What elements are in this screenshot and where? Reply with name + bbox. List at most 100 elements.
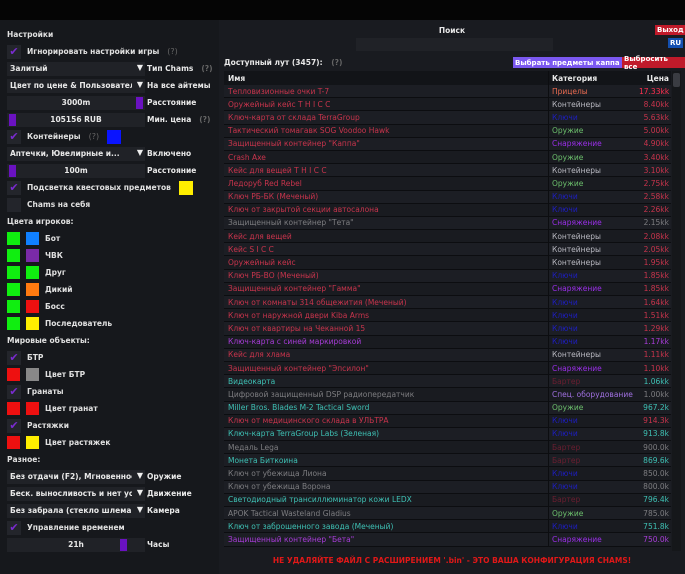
item-name[interactable]: Кейс для вещей bbox=[224, 230, 549, 243]
table-row[interactable]: Видеокарта Бартер 1.06kk bbox=[224, 375, 671, 389]
item-name[interactable]: Ключ от убежища Лиона bbox=[224, 467, 549, 480]
item-name[interactable]: Светодиодный трансиллюминатор кожи LEDX bbox=[224, 493, 549, 506]
table-row[interactable]: Ключ от заброшенного завода (Меченый) Клю… bbox=[224, 520, 671, 534]
item-name[interactable]: Ключ-карта с синей маркировкой bbox=[224, 335, 549, 348]
color-swatch[interactable] bbox=[7, 300, 20, 313]
color-swatch[interactable] bbox=[26, 249, 39, 262]
slider[interactable]: 3000m bbox=[7, 95, 145, 110]
table-row[interactable]: Медаль Lega Бартер 900.0k bbox=[224, 441, 671, 455]
item-name[interactable]: Кейс для хлама bbox=[224, 348, 549, 361]
help-icon[interactable]: (?) bbox=[167, 47, 178, 56]
item-name[interactable]: Видеокарта bbox=[224, 375, 549, 388]
dropdown[interactable]: Без забрала (стекло шлема) ▼ bbox=[7, 503, 145, 518]
drop-all-button[interactable]: Выбросить все bbox=[622, 55, 685, 71]
column-price[interactable]: Цена bbox=[646, 73, 669, 83]
item-name[interactable]: Ключ от квартиры на Чеканной 15 bbox=[224, 322, 549, 335]
table-row[interactable]: Ключ-карта с синей маркировкой Ключи 1.17k… bbox=[224, 335, 671, 349]
color-swatch[interactable] bbox=[26, 436, 39, 449]
table-row[interactable]: Ключ от закрытой секции автосалона Ключи 2… bbox=[224, 203, 671, 217]
search-input[interactable] bbox=[356, 38, 553, 51]
item-name[interactable]: Защищенный контейнер "Тета" bbox=[224, 216, 549, 230]
scrollbar[interactable] bbox=[672, 71, 681, 551]
table-row[interactable]: Светодиодный трансиллюминатор кожи LEDX Б… bbox=[224, 493, 671, 507]
slider-grab[interactable] bbox=[9, 113, 16, 126]
column-name[interactable]: Имя bbox=[224, 71, 549, 85]
item-name[interactable]: Кейс для вещей T H I C C bbox=[224, 164, 549, 177]
item-name[interactable]: Защищенный контейнер "Гамма" bbox=[224, 282, 549, 295]
color-swatch[interactable] bbox=[26, 368, 39, 381]
dropdown[interactable]: Аптечки, Ювелирные и... ▼ bbox=[7, 146, 145, 161]
item-name[interactable]: Ключ от закрытой секции автосалона bbox=[224, 203, 549, 216]
item-name[interactable]: APOK Tactical Wasteland Gladius bbox=[224, 507, 549, 520]
table-row[interactable]: Тактический томагавк SOG Voodoo Hawk Оруж… bbox=[224, 124, 671, 138]
table-row[interactable]: Защищенный контейнер "Каппа" Снаряжение 4.… bbox=[224, 137, 671, 151]
item-name[interactable]: Оружейный кейс bbox=[224, 256, 549, 269]
dropdown[interactable]: Беск. выносливость и нет уста ▼ bbox=[7, 486, 145, 501]
checkbox[interactable]: ✔ bbox=[7, 129, 21, 144]
table-row[interactable]: Miller Bros. Blades M-2 Tactical Sword Ор… bbox=[224, 401, 671, 415]
checkbox[interactable]: ✔ bbox=[7, 44, 21, 59]
color-swatch[interactable] bbox=[7, 317, 20, 330]
item-name[interactable]: Защищенный контейнер "Эпсилон" bbox=[224, 361, 549, 375]
select-kappa-button[interactable]: Выбрать предметы каппа bbox=[513, 57, 622, 68]
help-icon[interactable]: (?) bbox=[199, 115, 211, 124]
color-swatch[interactable] bbox=[7, 249, 20, 262]
slider[interactable]: 21h bbox=[7, 537, 145, 552]
item-name[interactable]: Crash Axe bbox=[224, 150, 549, 164]
table-row[interactable]: Защищенный контейнер "Эпсилон" Снаряжение… bbox=[224, 361, 671, 376]
language-button[interactable]: RU bbox=[668, 38, 684, 48]
item-name[interactable]: Ключ от наружной двери Kiba Arms bbox=[224, 309, 549, 322]
color-swatch[interactable] bbox=[26, 283, 39, 296]
table-row[interactable]: Ключ-карта от склада TerraGroup Ключи 5.63… bbox=[224, 111, 671, 125]
table-row[interactable]: Ключ от наружной двери Kiba Arms Ключи 1.5… bbox=[224, 309, 671, 323]
item-name[interactable]: Цифровой защищенный DSP радиопередатчик bbox=[224, 388, 549, 401]
table-row[interactable]: Защищенный контейнер "Гамма" Снаряжение 1.… bbox=[224, 282, 671, 296]
checkbox[interactable]: ✔ bbox=[7, 350, 21, 365]
table-row[interactable]: APOK Tactical Wasteland Gladius Оружие 785… bbox=[224, 507, 671, 521]
table-row[interactable]: Кейс для вещей Контейнеры 2.08kk bbox=[224, 230, 671, 244]
dropdown[interactable]: Без отдачи (F2), Мгновенное п ▼ bbox=[7, 469, 145, 484]
item-name[interactable]: Защищенный контейнер "Каппа" bbox=[224, 137, 549, 150]
slider-grab[interactable] bbox=[9, 164, 16, 177]
table-row[interactable]: Защищенный контейнер "Бета" Снаряжение 750… bbox=[224, 533, 671, 547]
table-row[interactable]: Ключ от убежища Ворона Ключи 800.0k bbox=[224, 480, 671, 494]
table-row[interactable]: Crash Axe Оружие 3.40kk bbox=[224, 150, 671, 165]
item-name[interactable]: Ключ-карта TerraGroup Labs (Зеленая) bbox=[224, 427, 549, 441]
item-name[interactable]: Медаль Lega bbox=[224, 441, 549, 454]
color-swatch[interactable] bbox=[7, 402, 20, 415]
color-swatch[interactable] bbox=[7, 232, 20, 245]
color-swatch[interactable] bbox=[7, 266, 20, 279]
item-name[interactable]: Ключ-карта от склада TerraGroup bbox=[224, 111, 549, 124]
item-name[interactable]: Оружейный кейс T H I C C bbox=[224, 98, 549, 111]
checkbox[interactable]: ✔ bbox=[7, 384, 21, 399]
checkbox[interactable]: ✔ bbox=[7, 520, 21, 535]
table-row[interactable]: Кейс S I C C Контейнеры 2.05kk bbox=[224, 243, 671, 257]
item-name[interactable]: Тактический томагавк SOG Voodoo Hawk bbox=[224, 124, 549, 137]
item-name[interactable]: Ключ РБ-ВО (Меченый) bbox=[224, 269, 549, 282]
item-name[interactable]: Ключ от медицинского склада в УЛЬТРА bbox=[224, 414, 549, 427]
table-row[interactable]: Оружейный кейс T H I C C Контейнеры 8.40kk bbox=[224, 98, 671, 112]
table-row[interactable]: Кейс для хлама Контейнеры 1.11kk bbox=[224, 348, 671, 362]
item-name[interactable]: Тепловизионные очки T-7 bbox=[224, 85, 549, 98]
table-row[interactable]: Монета Биткоина Бартер 869.6k bbox=[224, 454, 671, 468]
item-name[interactable]: Ключ РБ-БК (Меченый) bbox=[224, 190, 549, 203]
dropdown[interactable]: Цвет по цене & Пользовательс ▼ bbox=[7, 78, 145, 93]
color-swatch[interactable] bbox=[26, 266, 39, 279]
color-swatch[interactable] bbox=[178, 180, 193, 195]
slider[interactable]: 105156 RUB bbox=[7, 112, 145, 127]
item-name[interactable]: Ледоруб Red Rebel bbox=[224, 177, 549, 190]
column-category[interactable]: Категория bbox=[552, 73, 598, 83]
table-row[interactable]: Кейс для вещей T H I C C Контейнеры 3.10kk bbox=[224, 164, 671, 178]
scrollbar-thumb[interactable] bbox=[673, 73, 680, 87]
table-row[interactable]: Ключ РБ-БК (Меченый) Ключи 2.58kk bbox=[224, 190, 671, 204]
color-swatch[interactable] bbox=[7, 283, 20, 296]
table-row[interactable]: Ледоруб Red Rebel Оружие 2.75kk bbox=[224, 177, 671, 191]
item-name[interactable]: Ключ от убежища Ворона bbox=[224, 480, 549, 493]
item-name[interactable]: Защищенный контейнер "Бета" bbox=[224, 533, 549, 546]
table-row[interactable]: Защищенный контейнер "Тета" Снаряжение 2.1… bbox=[224, 216, 671, 231]
color-swatch[interactable] bbox=[107, 129, 122, 144]
color-swatch[interactable] bbox=[26, 317, 39, 330]
item-name[interactable]: Ключ от заброшенного завода (Меченый) bbox=[224, 520, 549, 533]
table-row[interactable]: Ключ от квартиры на Чеканной 15 Ключи 1.29… bbox=[224, 322, 671, 336]
color-swatch[interactable] bbox=[26, 300, 39, 313]
